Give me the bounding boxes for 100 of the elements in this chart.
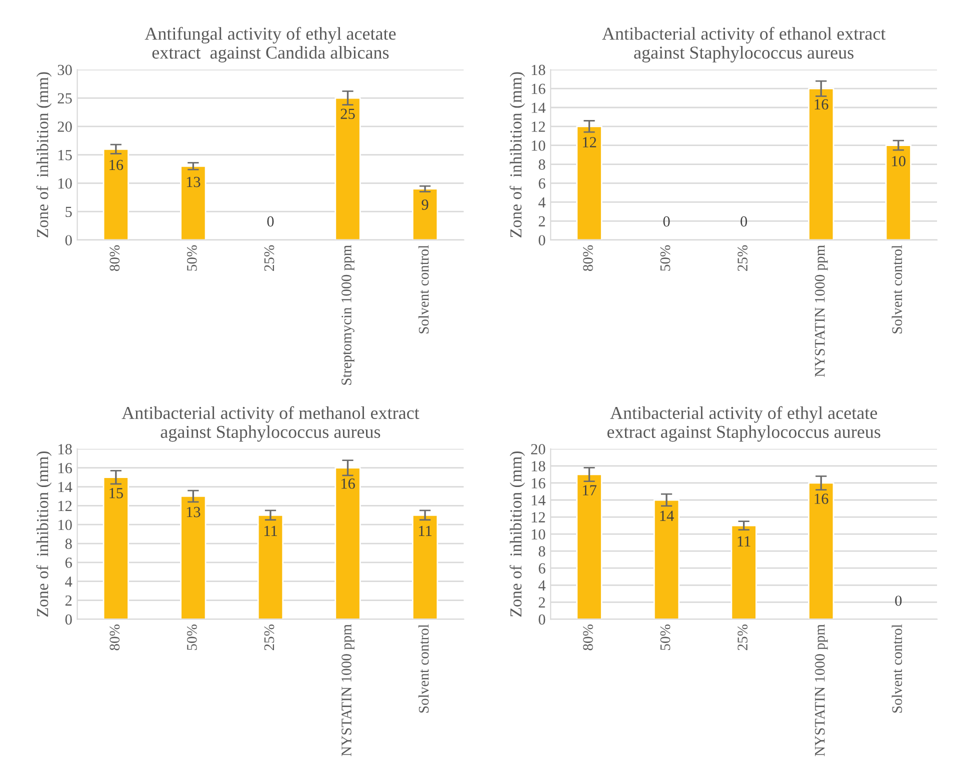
x-tick-label: 80% bbox=[110, 245, 120, 271]
chart-title: Antibacterial activity of methanol extract against Staphylococcus aureus bbox=[122, 406, 420, 442]
data-label: 16 bbox=[814, 99, 828, 110]
y-tick-label: 2 bbox=[538, 597, 545, 608]
x-tick-label: NYSTATIN 1000 ppm bbox=[814, 624, 828, 756]
bar bbox=[885, 144, 912, 240]
data-label: 11 bbox=[264, 526, 277, 536]
y-tick-label: 10 bbox=[58, 520, 72, 530]
bar bbox=[102, 476, 129, 620]
x-tick-label: 25% bbox=[264, 245, 274, 271]
data-label: 10 bbox=[892, 156, 906, 166]
y-tick-label: 14 bbox=[532, 102, 546, 113]
data-label: 0 bbox=[663, 216, 670, 227]
chart-title: Antifungal activity of ethyl acetate extract against Candida albicans bbox=[144, 26, 396, 62]
bar bbox=[257, 514, 284, 620]
y-tick-label: 16 bbox=[532, 84, 546, 94]
x-tick-label: Solvent control bbox=[418, 624, 429, 713]
bar bbox=[412, 514, 438, 620]
y-tick-label: 4 bbox=[65, 576, 72, 587]
x-tick-label: 25% bbox=[738, 245, 748, 271]
y-tick-label: 30 bbox=[58, 64, 72, 76]
y-tick-label: 25 bbox=[58, 93, 72, 104]
bar bbox=[576, 126, 602, 240]
y-tick-label: 20 bbox=[531, 444, 546, 454]
y-tick-label: 14 bbox=[58, 482, 72, 492]
x-tick-label: NYSTATIN 1000 ppm bbox=[342, 624, 354, 756]
data-label: 16 bbox=[341, 478, 355, 489]
data-label: 0 bbox=[740, 216, 748, 227]
y-tick-label: 16 bbox=[532, 478, 546, 488]
y-tick-label: 2 bbox=[538, 216, 545, 226]
bar bbox=[180, 496, 206, 620]
y-tick-label: 5 bbox=[66, 206, 72, 218]
y-tick-label: 10 bbox=[532, 529, 546, 540]
y-tick-label: 12 bbox=[532, 512, 545, 522]
y-tick-label: 0 bbox=[538, 235, 546, 246]
y-tick-label: 0 bbox=[538, 614, 546, 625]
data-label: 16 bbox=[110, 160, 124, 170]
y-tick-label: 0 bbox=[65, 614, 72, 625]
y-tick-label: 12 bbox=[58, 500, 72, 511]
x-tick-label: 50% bbox=[187, 245, 197, 271]
y-tick-label: 20 bbox=[58, 122, 72, 132]
bar bbox=[334, 97, 361, 240]
data-label: 13 bbox=[186, 506, 200, 518]
data-label: 16 bbox=[814, 494, 828, 504]
y-axis-title: Zone of inhibition (mm) bbox=[36, 451, 52, 617]
data-label: 13 bbox=[186, 176, 200, 188]
bar bbox=[808, 482, 834, 620]
data-label: 9 bbox=[422, 200, 428, 210]
data-label: 17 bbox=[582, 485, 596, 496]
y-tick-label: 10 bbox=[532, 140, 546, 151]
data-label: 15 bbox=[110, 488, 123, 498]
bar bbox=[576, 474, 602, 620]
x-tick-label: Streptomycin 1000 ppm bbox=[342, 245, 354, 385]
x-tick-label: 80% bbox=[110, 624, 120, 650]
y-tick-label: 15 bbox=[58, 150, 72, 160]
y-axis-title: Zone of inhibition (mm) bbox=[510, 72, 525, 238]
y-tick-label: 8 bbox=[538, 159, 546, 170]
data-label: 12 bbox=[582, 137, 596, 148]
data-label: 11 bbox=[738, 536, 750, 546]
data-label: 0 bbox=[267, 216, 274, 227]
bar bbox=[808, 88, 834, 240]
y-tick-label: 18 bbox=[532, 64, 546, 76]
y-tick-label: 0 bbox=[65, 235, 72, 246]
x-tick-label: 25% bbox=[264, 624, 274, 650]
y-tick-label: 10 bbox=[58, 178, 72, 189]
y-tick-label: 6 bbox=[538, 563, 546, 574]
x-tick-label: 80% bbox=[583, 624, 593, 650]
y-tick-label: 18 bbox=[532, 461, 546, 472]
y-tick-label: 18 bbox=[58, 444, 72, 454]
data-label: 0 bbox=[895, 596, 902, 606]
y-tick-label: 6 bbox=[538, 178, 546, 189]
x-tick-label: Solvent control bbox=[892, 624, 902, 713]
x-tick-label: 50% bbox=[187, 624, 197, 650]
y-tick-label: 8 bbox=[65, 538, 72, 549]
bar bbox=[180, 165, 206, 240]
data-label: 11 bbox=[419, 526, 432, 536]
bar bbox=[102, 148, 129, 240]
x-tick-label: Solvent control bbox=[418, 245, 429, 334]
bar bbox=[334, 467, 361, 620]
y-tick-label: 14 bbox=[532, 495, 546, 506]
x-tick-label: NYSTATIN 1000 ppm bbox=[814, 245, 828, 377]
y-axis-title: Zone of inhibition (mm) bbox=[36, 72, 52, 238]
data-label: 14 bbox=[660, 510, 674, 521]
y-tick-label: 8 bbox=[538, 546, 546, 557]
bar bbox=[653, 499, 680, 620]
bar bbox=[730, 524, 757, 620]
data-label: 25 bbox=[340, 108, 355, 120]
y-tick-label: 4 bbox=[538, 197, 546, 208]
chart-title: Antibacterial activity of ethanol extract against Staphylococcus aureus bbox=[602, 26, 886, 62]
chart-title: Antibacterial activity of ethyl acetate extract against Staphylococcus aureus bbox=[607, 406, 880, 442]
y-tick-label: 12 bbox=[532, 122, 545, 132]
x-tick-label: 80% bbox=[583, 245, 593, 271]
bar bbox=[412, 188, 438, 240]
y-tick-label: 6 bbox=[65, 558, 72, 568]
y-tick-label: 4 bbox=[538, 580, 546, 590]
x-tick-label: 50% bbox=[660, 624, 670, 650]
y-tick-label: 2 bbox=[65, 595, 72, 606]
x-tick-label: 25% bbox=[738, 624, 748, 650]
y-tick-label: 16 bbox=[58, 463, 72, 474]
x-tick-label: Solvent control bbox=[892, 245, 902, 334]
